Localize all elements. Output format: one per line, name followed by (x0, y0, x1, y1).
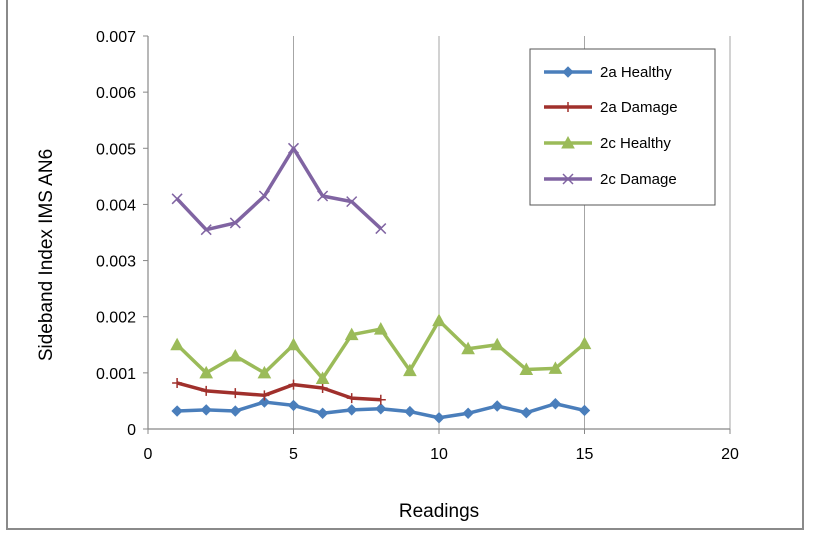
legend-entry-2c-damage: 2c Damage (544, 171, 677, 188)
x-tick-label: 10 (430, 446, 448, 463)
data-point-2c-healthy (228, 348, 243, 362)
data-point-2a-healthy (491, 400, 503, 412)
legend-label-2c-healthy: 2c Healthy (600, 135, 671, 152)
data-point-2c-healthy (577, 336, 592, 350)
data-point-2c-damage (258, 190, 270, 202)
legend-point (562, 66, 574, 78)
data-point-2c-healthy (257, 365, 272, 379)
legend-entry-2c-healthy: 2c Healthy (544, 135, 671, 152)
series-lines (170, 142, 592, 424)
data-point-2a-damage (317, 383, 328, 394)
axes (143, 35, 731, 434)
legend-marker-2a-damage (544, 102, 592, 112)
y-tick-label: 0.003 (96, 254, 136, 271)
legend-entry-2a-damage: 2a Damage (544, 99, 678, 116)
x-axis-title: Readings (399, 501, 479, 522)
legend-point (561, 135, 575, 149)
data-point-2a-healthy (375, 403, 387, 415)
data-point-2a-healthy (258, 396, 271, 408)
data-point-2c-healthy (199, 365, 214, 379)
data-point-2a-healthy (229, 405, 242, 417)
data-point-2a-damage (172, 377, 183, 388)
data-point-2c-damage (287, 142, 300, 154)
data-point-2a-damage (230, 388, 241, 399)
data-point-2a-damage (201, 385, 212, 396)
data-point-2a-damage (288, 379, 299, 390)
data-point-2a-damage (259, 390, 270, 401)
legend-label-2c-damage: 2c Damage (600, 171, 677, 188)
data-point-2a-healthy (316, 407, 329, 419)
data-point-2c-damage (317, 190, 329, 202)
data-point-2a-healthy (462, 407, 474, 419)
legend-point (562, 173, 574, 185)
chart-frame: 0 5 10 15 20 0 0.001 0.002 0.003 0.004 0.005 0.006 0… (6, 0, 804, 530)
legend-marker-2c-damage (544, 173, 592, 185)
line-chart: 0 5 10 15 20 0 0.001 0.002 0.003 0.004 0.005 0.006 0… (36, 29, 739, 522)
data-point-2c-damage (375, 223, 387, 235)
y-tick-label: 0.006 (96, 85, 136, 102)
y-axis-title: Sideband Index IMS AN6 (36, 149, 57, 361)
data-point-2c-healthy (403, 363, 417, 377)
y-tick-label: 0.002 (96, 310, 136, 327)
x-tick-label: 0 (144, 446, 153, 463)
legend-marker-2c-healthy (544, 135, 592, 149)
series-2c-healthy (170, 313, 592, 384)
data-point-2a-healthy (345, 404, 358, 416)
data-point-2a-healthy (200, 404, 212, 416)
legend-entry-2a-healthy: 2a Healthy (544, 64, 672, 81)
tick-labels: 0 5 10 15 20 0 0.001 0.002 0.003 0.004 0.005 0.006 0… (96, 29, 739, 463)
series-line-2c-damage (175, 146, 382, 232)
data-point-2c-damage (200, 224, 212, 236)
data-point-2a-damage (346, 393, 357, 404)
data-point-2c-healthy (344, 327, 359, 341)
series-2a-healthy (171, 396, 591, 424)
y-tick-label: 0 (127, 422, 136, 439)
data-point-2c-healthy (286, 337, 301, 351)
legend-label-2a-healthy: 2a Healthy (600, 64, 672, 81)
legend-label-2a-damage: 2a Damage (600, 99, 678, 116)
legend: 2a Healthy 2a Damage 2c Healthy 2c Damag… (529, 48, 716, 206)
series-2c-damage (171, 142, 387, 236)
x-tick-label: 5 (289, 446, 298, 463)
data-point-2a-damage (375, 394, 386, 405)
data-point-2c-healthy (548, 361, 563, 374)
data-point-2a-healthy (171, 405, 183, 417)
data-point-2c-damage (229, 217, 241, 229)
data-point-2a-healthy (404, 405, 416, 418)
y-tick-label: 0.007 (96, 29, 136, 46)
data-point-2c-healthy (373, 322, 388, 335)
data-point-2c-damage (346, 196, 358, 208)
data-point-2c-healthy (519, 362, 534, 375)
y-tick-label: 0.004 (96, 197, 136, 214)
data-point-2c-healthy (170, 337, 184, 351)
y-tick-label: 0.001 (96, 366, 136, 383)
data-point-2a-healthy (549, 398, 562, 410)
data-point-2c-healthy (461, 341, 475, 355)
data-point-2c-healthy (315, 371, 330, 384)
data-point-2c-healthy (490, 337, 505, 351)
data-point-2a-healthy (578, 404, 591, 417)
series-2a-damage (172, 377, 386, 405)
x-tick-label: 20 (721, 446, 739, 463)
legend-point (563, 102, 573, 112)
data-point-2a-healthy (287, 399, 300, 412)
data-point-2c-damage (171, 193, 183, 205)
y-tick-label: 0.005 (96, 141, 136, 158)
data-point-2c-healthy (432, 313, 446, 327)
legend-marker-2a-healthy (544, 66, 592, 78)
data-point-2a-healthy (520, 407, 533, 419)
x-tick-label: 15 (576, 446, 594, 463)
data-point-2a-healthy (433, 412, 445, 424)
